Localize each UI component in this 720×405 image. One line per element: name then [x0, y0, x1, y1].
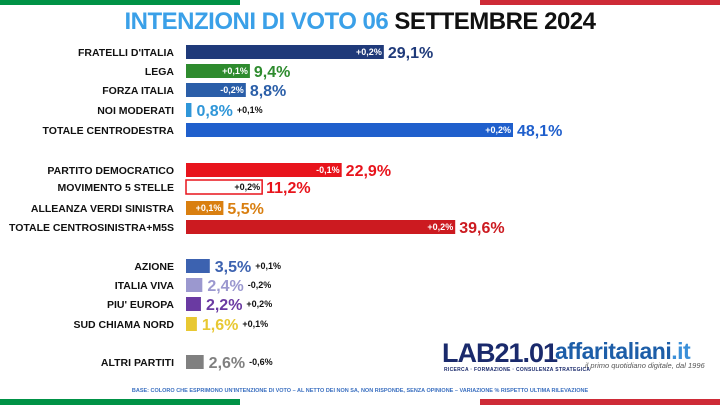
bar-piu-europa [186, 297, 201, 311]
category-label-alleanza-verdi-sinistra: ALLEANZA VERDI SINISTRA [31, 203, 175, 215]
value-label-partito-democratico: 22,9% [346, 163, 391, 180]
category-label-movimento-5-stelle: MOVIMENTO 5 STELLE [58, 182, 174, 194]
footnote: BASE: COLORO CHE ESPRIMONO UN'INTENZIONE… [131, 388, 589, 394]
change-label-piu-europa: +0,2% [246, 299, 272, 309]
bar-totale-centrodestra [186, 123, 513, 137]
change-label-totale-centrosinistra-m5s: +0,2% [427, 222, 453, 232]
category-label-italia-viva: ITALIA VIVA [115, 280, 175, 292]
chart-title: INTENZIONI DI VOTO 06 SETTEMBRE 2024 [0, 8, 720, 36]
lab2101-logo: LAB21.01 [442, 338, 558, 368]
category-label-lega: LEGA [145, 66, 175, 78]
bar-azione [186, 259, 210, 273]
change-label-forza-italia: -0,2% [220, 85, 244, 95]
category-label-noi-moderati: NOI MODERATI [97, 105, 174, 117]
value-label-altri-partiti: 2,6% [209, 355, 245, 372]
value-label-piu-europa: 2,2% [206, 297, 242, 314]
title-part2: SETTEMBRE 2024 [394, 8, 596, 35]
flag-red-bottom [480, 399, 720, 405]
change-label-noi-moderati: +0,1% [237, 105, 263, 115]
bar-alleanza-verdi-sinistra [186, 201, 224, 215]
value-label-sud-chiama-nord: 1,6% [202, 317, 238, 334]
bar-altri-partiti [186, 355, 204, 369]
flag-green [0, 0, 240, 5]
category-label-totale-centrosinistra-m5s: TOTALE CENTROSINISTRA+M5S [9, 222, 174, 234]
bar-partito-democratico [186, 163, 342, 177]
flag-white [240, 0, 480, 5]
category-label-altri-partiti: ALTRI PARTITI [101, 357, 174, 369]
value-label-totale-centrosinistra-m5s: 39,6% [459, 220, 504, 237]
flag-top-stripe [0, 0, 720, 5]
value-label-noi-moderati: 0,8% [196, 103, 232, 120]
flag-bottom-stripe [0, 399, 720, 405]
bar-italia-viva [186, 278, 203, 292]
change-label-lega: +0,1% [222, 66, 248, 76]
category-label-totale-centrodestra: TOTALE CENTRODESTRA [43, 125, 175, 137]
lab2101-tagline: RICERCA · FORMAZIONE · CONSULENZA STRATE… [444, 367, 591, 373]
change-label-totale-centrodestra: +0,2% [485, 125, 511, 135]
category-label-sud-chiama-nord: SUD CHIAMA NORD [73, 319, 174, 331]
value-label-lega: 9,4% [254, 64, 290, 81]
change-label-alleanza-verdi-sinistra: +0,1% [196, 203, 222, 213]
value-label-totale-centrodestra: 48,1% [517, 123, 562, 140]
value-label-italia-viva: 2,4% [207, 278, 243, 295]
change-label-altri-partiti: -0,6% [249, 357, 273, 367]
flag-white-bottom [240, 399, 480, 405]
value-label-alleanza-verdi-sinistra: 5,5% [227, 201, 263, 218]
value-label-forza-italia: 8,8% [250, 83, 286, 100]
bar-sud-chiama-nord [186, 317, 197, 331]
title-part1: INTENZIONI DI VOTO 06 [124, 8, 389, 35]
category-label-piu-europa: PIU' EUROPA [107, 299, 174, 311]
change-label-fratelli-d-italia: +0,2% [356, 47, 382, 57]
change-label-partito-democratico: -0,1% [316, 165, 340, 175]
affaritaliani-name: affaritaliani [555, 338, 672, 364]
value-label-movimento-5-stelle: 11,2% [266, 180, 310, 197]
bar-forza-italia [186, 83, 246, 97]
affaritaliani-logo: affaritaliani.it [555, 338, 691, 365]
category-label-forza-italia: FORZA ITALIA [102, 85, 174, 97]
change-label-sud-chiama-nord: +0,1% [242, 319, 268, 329]
value-label-fratelli-d-italia: 29,1% [388, 45, 433, 62]
bar-noi-moderati [186, 103, 192, 117]
flag-red [480, 0, 720, 5]
change-label-italia-viva: -0,2% [248, 280, 272, 290]
bar-totale-centrosinistra-m5s [186, 220, 456, 234]
bar-lega [186, 64, 250, 78]
flag-green-bottom [0, 399, 240, 405]
value-label-azione: 3,5% [215, 259, 251, 276]
category-label-partito-democratico: PARTITO DEMOCRATICO [47, 165, 174, 177]
bar-movimento-5-stelle [185, 179, 263, 195]
change-label-azione: +0,1% [255, 261, 281, 271]
category-label-azione: AZIONE [134, 261, 174, 273]
affaritaliani-tld: .it [671, 338, 691, 364]
affaritaliani-tagline: il primo quotidiano digitale, dal 1996 [585, 361, 705, 370]
bar-fratelli-d-italia [186, 45, 384, 59]
category-label-fratelli-d-italia: FRATELLI D'ITALIA [78, 47, 174, 59]
change-label-movimento-5-stelle: +0,2% [234, 182, 260, 192]
